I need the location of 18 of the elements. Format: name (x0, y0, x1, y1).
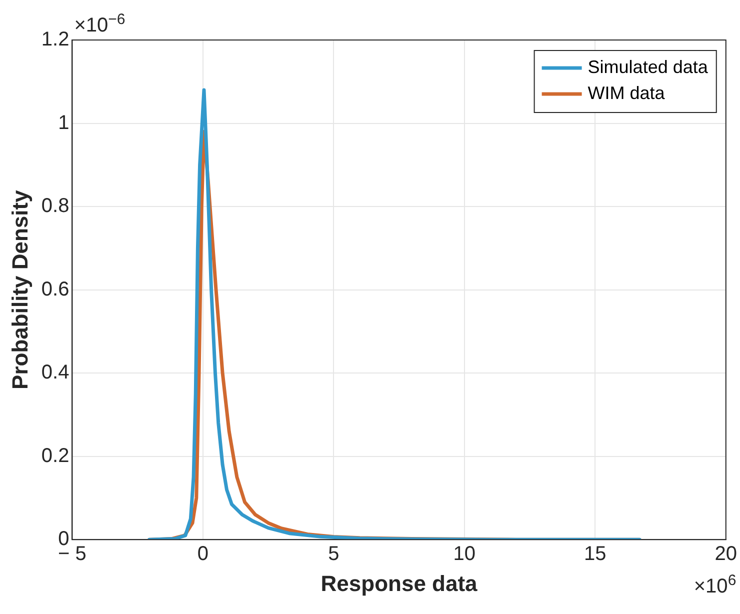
y-tick-label: 0.4 (41, 362, 70, 384)
y-tick-label: 1 (58, 112, 70, 134)
x-tick-label: 5 (328, 543, 340, 566)
x-tick-label: 10 (453, 543, 476, 566)
y-tick-label: 0 (58, 528, 70, 550)
x-tick-label: 0 (197, 543, 208, 566)
legend-label: WIM data (588, 82, 666, 103)
y-axis-title: Probability Density (7, 189, 32, 390)
x-axis-title: Response data (320, 570, 478, 596)
y-tick-label: 1.2 (41, 28, 70, 51)
x-tick-label: 20 (714, 543, 737, 566)
x-tick-label: 15 (584, 543, 606, 566)
legend-label: Simulated data (588, 56, 709, 77)
text: ×10$^{6}$ (694, 572, 736, 598)
y-tick-label: 0.8 (41, 195, 70, 218)
y-tick-label: 0.2 (41, 444, 70, 467)
text: ×10$^{−6}$ (74, 11, 126, 38)
y-tick-label: 0.6 (41, 278, 70, 300)
